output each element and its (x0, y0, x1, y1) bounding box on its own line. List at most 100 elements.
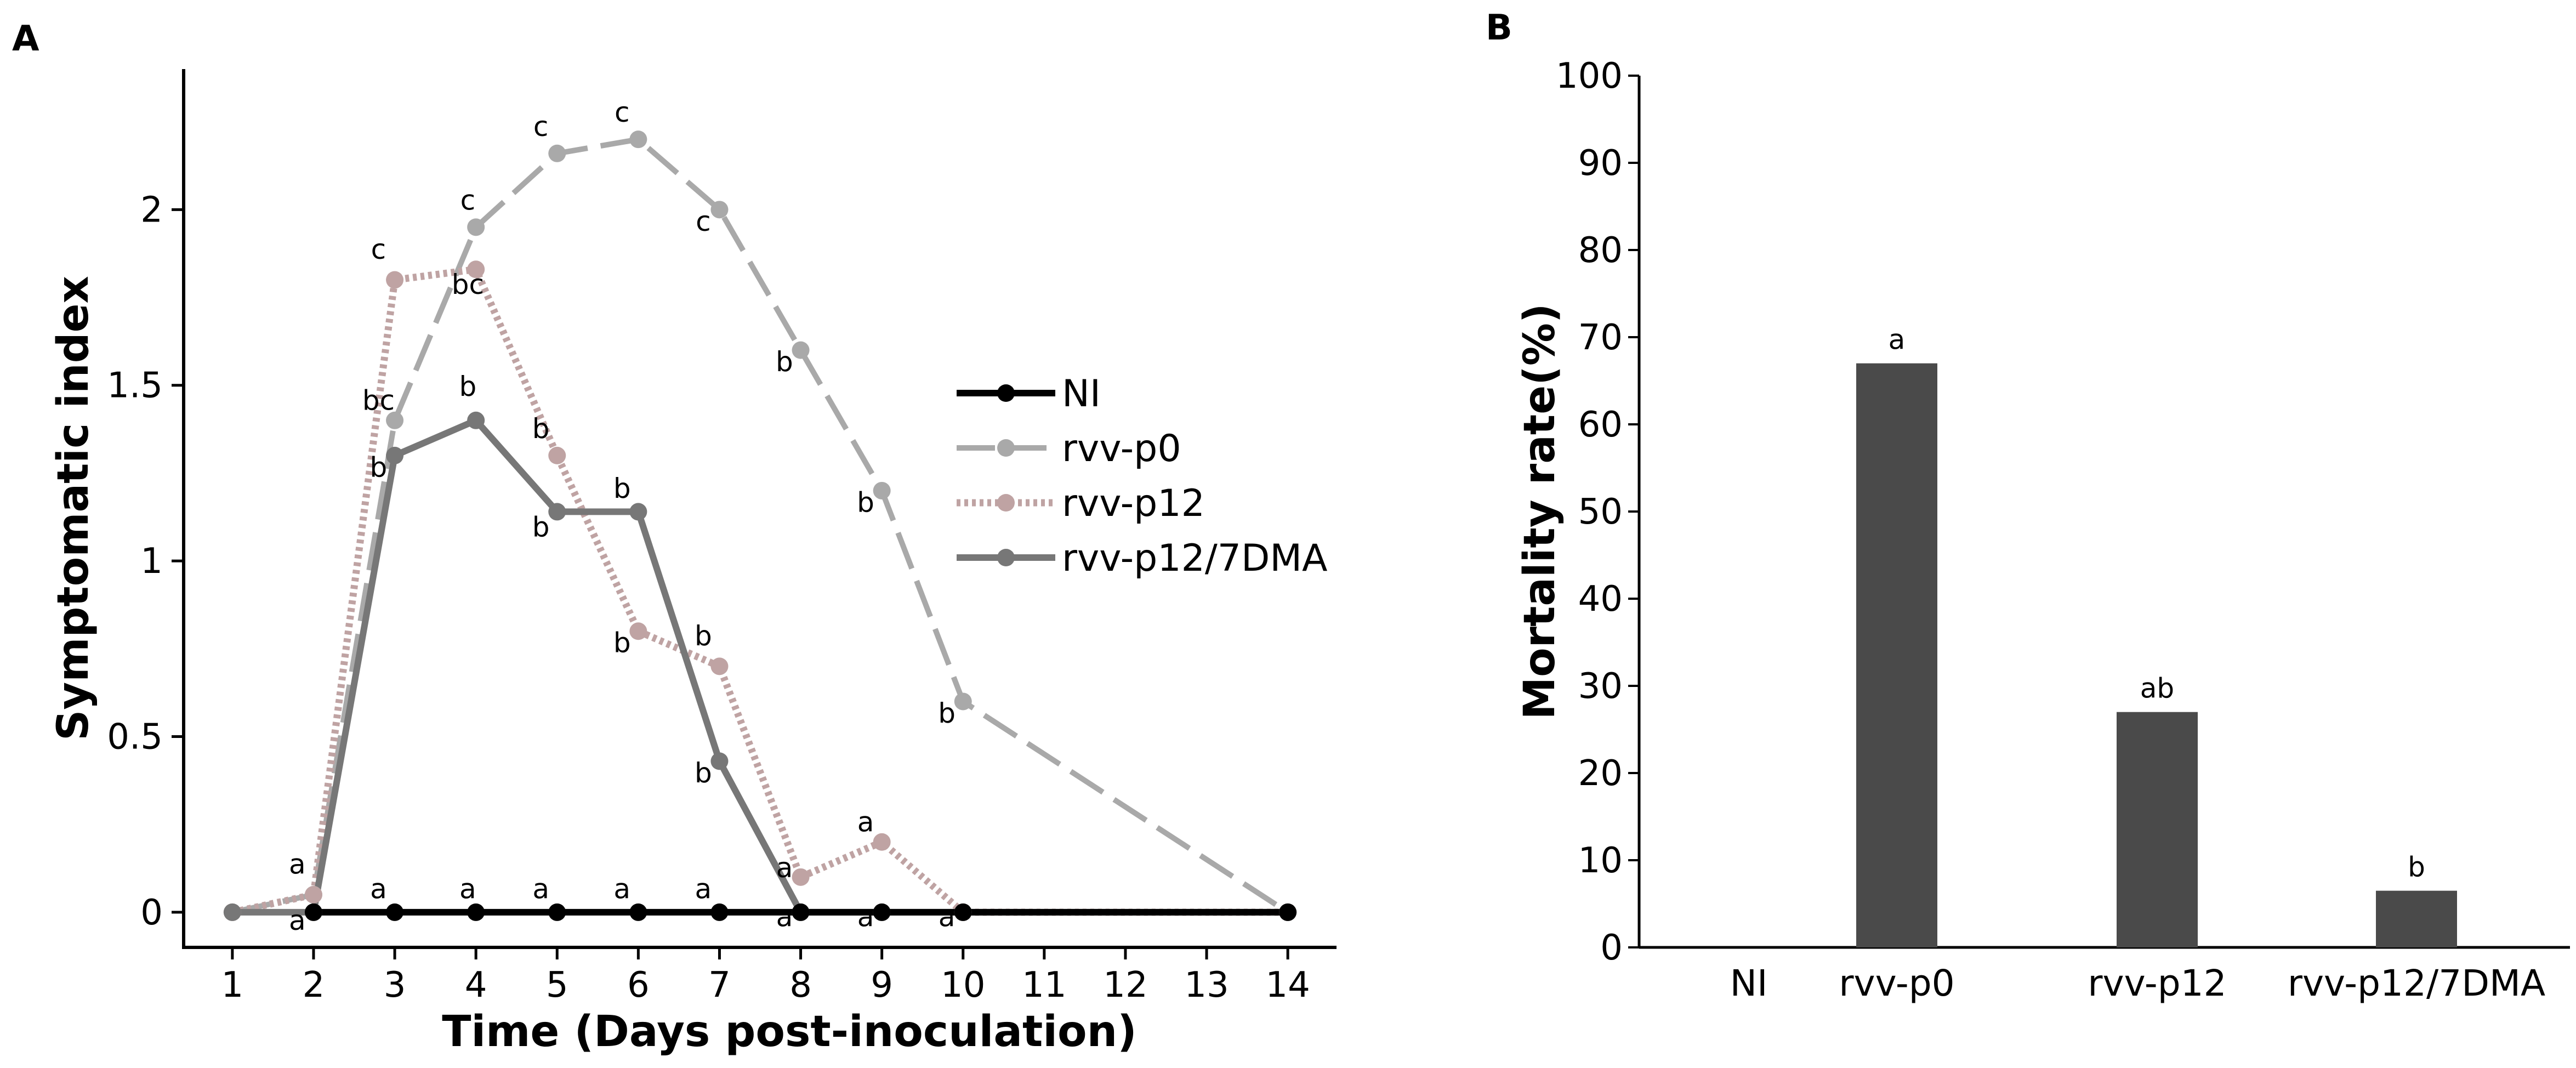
significance-letter: a (695, 873, 712, 905)
y-tick-label: 1 (140, 541, 163, 582)
x-tick-label: 5 (546, 965, 568, 1005)
bar-significance-label: ab (2140, 673, 2174, 705)
legend-label: rvv-p12 (1062, 482, 1205, 525)
significance-letter: b (370, 451, 388, 483)
significance-letter: c (371, 234, 386, 265)
significance-letter: b (613, 473, 631, 504)
data-point-ni (304, 903, 322, 921)
data-point-ni (792, 903, 810, 921)
bar-chart-panel-b: 0 10 20 30 40 50 60 70 80 90 100 a ab b NI rvv-p0 rvv-… (1515, 56, 2570, 1004)
data-point-rvv-p12-7dma (548, 503, 566, 521)
legend-marker (997, 494, 1015, 512)
significance-letter: c (615, 96, 630, 128)
bar-rvv-p12 (2117, 712, 2198, 947)
significance-letter: c (533, 111, 549, 143)
significance-letter: a (289, 905, 306, 936)
data-point-ni (467, 903, 485, 921)
legend-label: rvv-p12/7DMA (1062, 537, 1328, 580)
data-point-rvv-p0 (548, 144, 566, 162)
significance-letter: bc (362, 385, 395, 417)
x-tick-label: 1 (221, 965, 243, 1005)
x-tick-label: 4 (465, 965, 487, 1005)
x-tick-label: 2 (303, 965, 325, 1005)
data-point-rvv-p12-7dma (467, 411, 485, 429)
data-point-ni (386, 903, 404, 921)
y-tick-label: 20 (1578, 753, 1623, 794)
significance-letter: a (857, 806, 874, 838)
x-tick-label: 3 (384, 965, 406, 1005)
x-tick-label: 10 (941, 965, 985, 1005)
data-point-rvv-p12 (467, 260, 485, 279)
series-line-rvv-p0 (231, 137, 1289, 915)
data-point-rvv-p0 (710, 201, 729, 219)
significance-letter: c (460, 184, 476, 216)
data-point-rvv-p12 (629, 622, 647, 640)
data-point-rvv-p12 (873, 833, 891, 851)
y-axis-title: Mortality rate(%) (1515, 303, 1565, 719)
x-category-label: rvv-p12 (2088, 962, 2226, 1004)
y-tick-label: 70 (1578, 317, 1623, 358)
y-tick-label: 60 (1578, 405, 1623, 445)
significance-letter: a (532, 873, 549, 905)
data-point-ni (629, 903, 647, 921)
legend-label: rvv-p0 (1062, 427, 1181, 470)
significance-letter: a (613, 873, 630, 905)
significance-letter: a (370, 873, 387, 905)
data-point-rvv-p12-7dma (710, 752, 729, 770)
panel-a-label: A (12, 19, 39, 59)
y-tick-label: 30 (1578, 666, 1623, 707)
data-point-ni (873, 903, 891, 921)
x-tick-label: 13 (1184, 965, 1229, 1005)
bar-significance-label: b (2408, 851, 2425, 883)
significance-letter: a (857, 901, 874, 933)
y-tick-label: 10 (1578, 840, 1623, 881)
significance-letter: b (613, 627, 631, 659)
y-tick-label: 100 (1556, 56, 1623, 96)
x-category-label: rvv-p0 (1839, 962, 1954, 1004)
panel-b-label: B (1486, 8, 1512, 48)
significance-letter: b (695, 757, 712, 789)
x-category-label: NI (1730, 962, 1768, 1004)
significance-letter: a (939, 901, 956, 933)
x-tick-label: 12 (1103, 965, 1147, 1005)
significance-letter: c (696, 206, 711, 237)
x-tick-label: 6 (627, 965, 650, 1005)
y-tick-label: 40 (1578, 579, 1623, 620)
significance-letter: b (776, 346, 793, 378)
data-point-ni (1279, 903, 1297, 921)
x-tick-label: 14 (1265, 965, 1310, 1005)
significance-letter: bc (452, 269, 484, 300)
data-point-rvv-p0 (792, 341, 810, 359)
data-point-rvv-p0 (954, 692, 972, 711)
significance-letter: a (776, 901, 793, 933)
data-point-rvv-p0 (467, 218, 485, 236)
legend: NI rvv-p0 rvv-p12 rvv-p12/7DMA (957, 372, 1328, 580)
data-point-rvv-p12-7dma (386, 446, 404, 464)
significance-letter: b (532, 413, 550, 445)
data-point-rvv-p12 (710, 657, 729, 675)
significance-letter: b (459, 371, 476, 402)
bar-rvv-p12-7dma (2376, 890, 2457, 947)
data-point-rvv-p0 (629, 130, 647, 149)
y-tick-label: 0 (140, 893, 163, 933)
y-tick-label: 80 (1578, 230, 1623, 271)
data-point-rvv-p12 (548, 446, 566, 464)
significance-letter: a (289, 848, 306, 880)
data-point-rvv-p12 (792, 868, 810, 886)
x-tick-label: 11 (1022, 965, 1066, 1005)
legend-marker (997, 439, 1015, 457)
legend-marker (997, 384, 1015, 402)
series-line-rvv-p12 (231, 265, 1288, 916)
x-category-label: rvv-p12/7DMA (2288, 962, 2545, 1004)
y-tick-label: 2 (140, 190, 163, 230)
x-tick-label: 7 (708, 965, 731, 1005)
data-point-ni (710, 903, 729, 921)
y-tick-label: 50 (1578, 492, 1623, 532)
data-point-rvv-p12-7dma (223, 903, 241, 921)
data-point-rvv-p0 (873, 481, 891, 499)
data-point-ni (954, 903, 972, 921)
x-tick-label: 9 (871, 965, 893, 1005)
data-point-rvv-p0 (386, 411, 404, 429)
bar-rvv-p0 (1856, 363, 1937, 948)
